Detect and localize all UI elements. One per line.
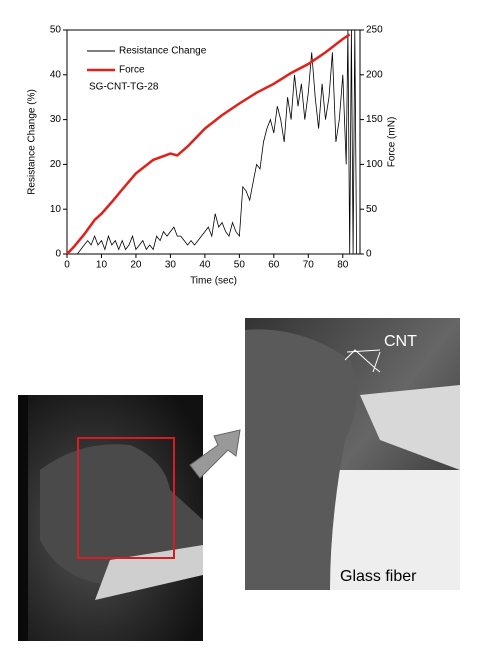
plot: 0 10 20 30 40 50 60 70 80 0 10 20 30 40 50 0 50 100 150 200… (27, 25, 398, 287)
series-line (67, 29, 357, 255)
annotation: SG-CNT-TG-28 (89, 82, 159, 93)
y-axis-label: Resistance Change (%) (27, 89, 38, 195)
sem-image-left (18, 395, 203, 641)
y-tick-label: 30 (50, 114, 62, 125)
y2-tick-label: 100 (366, 159, 383, 170)
y2-tick-label: 150 (366, 114, 383, 125)
x-tick-label: 50 (234, 260, 246, 271)
x-tick-label: 80 (337, 260, 349, 271)
x-axis-label: Time (sec) (190, 276, 237, 287)
y2-tick-label: 200 (366, 69, 383, 80)
x-tick-label: 30 (165, 260, 177, 271)
y2-axis-label: Force (mN) (387, 117, 398, 168)
x-tick-label: 0 (64, 260, 70, 271)
plot-frame (66, 29, 361, 255)
y-tick-label: 0 (55, 249, 61, 260)
label-glass-fiber: Glass fiber (340, 568, 417, 585)
sem-image-right: CNT Glass fiber (245, 318, 460, 590)
label-cnt: CNT (384, 333, 417, 350)
legend-label: Force (119, 65, 145, 76)
legend-label: Resistance Change (119, 46, 207, 57)
x-tick-label: 70 (303, 260, 315, 271)
y-tick-label: 50 (50, 25, 62, 36)
arrow (189, 429, 241, 479)
x-tick-label: 40 (199, 260, 211, 271)
y-tick-label: 40 (50, 69, 62, 80)
y-tick-label: 20 (50, 159, 62, 170)
x-tick-label: 10 (96, 260, 108, 271)
y2-tick-label: 250 (366, 25, 383, 36)
series-line (66, 33, 351, 255)
y2-tick-label: 0 (366, 249, 372, 260)
y2-tick-label: 50 (366, 204, 378, 215)
x-tick-label: 60 (268, 260, 280, 271)
x-tick-label: 20 (130, 260, 142, 271)
y-tick-label: 10 (50, 204, 62, 215)
